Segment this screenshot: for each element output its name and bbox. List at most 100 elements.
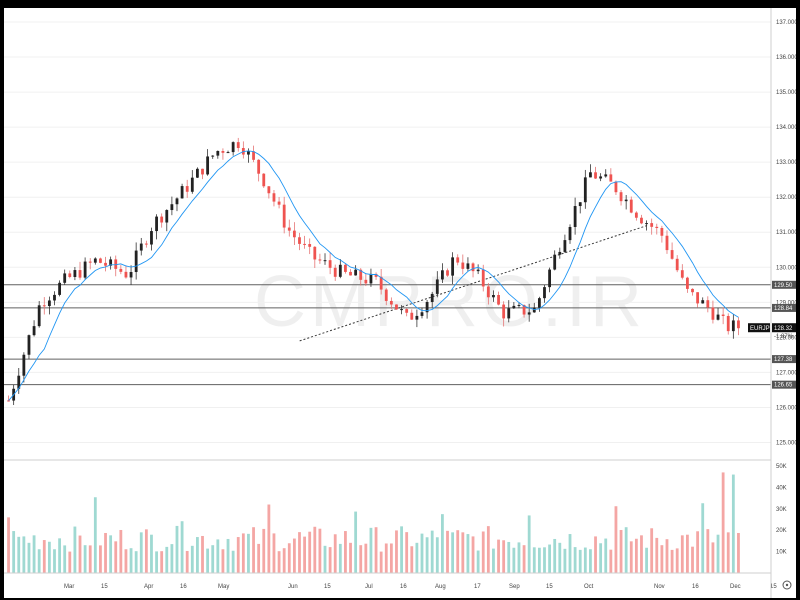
- candle-body[interactable]: [471, 263, 475, 272]
- candle-body[interactable]: [190, 177, 194, 192]
- candle-body[interactable]: [119, 268, 123, 272]
- candle-body[interactable]: [308, 244, 312, 247]
- candle-body[interactable]: [287, 227, 291, 231]
- candle-body[interactable]: [139, 243, 143, 251]
- candle-body[interactable]: [706, 300, 710, 308]
- candle-body[interactable]: [537, 298, 541, 308]
- candle-body[interactable]: [211, 155, 215, 157]
- time-axis[interactable]: Mar 15 Apr 16 May Jun 15 Jul 16 Aug 17 Sep 15 Oct Nov 1…: [64, 584, 777, 590]
- candle-body[interactable]: [236, 142, 240, 149]
- candle-body[interactable]: [27, 335, 31, 355]
- candle-body[interactable]: [609, 174, 613, 182]
- candle-body[interactable]: [338, 264, 342, 277]
- candle-body[interactable]: [507, 308, 511, 319]
- candle-body[interactable]: [201, 168, 204, 175]
- candle-body[interactable]: [369, 273, 373, 284]
- candle-body[interactable]: [634, 212, 638, 218]
- candle-body[interactable]: [93, 258, 97, 263]
- candle-body[interactable]: [522, 304, 526, 315]
- candle-body[interactable]: [481, 269, 485, 287]
- candle-body[interactable]: [670, 250, 674, 259]
- candle-body[interactable]: [619, 192, 623, 202]
- candle-body[interactable]: [701, 300, 705, 304]
- candle-body[interactable]: [333, 267, 337, 277]
- dotted-trendline[interactable]: [299, 224, 649, 342]
- candle-body[interactable]: [318, 259, 322, 261]
- symbol-badge[interactable]: [748, 323, 770, 333]
- candle-body[interactable]: [175, 198, 179, 205]
- candle-body[interactable]: [22, 354, 26, 376]
- candle-body[interactable]: [466, 263, 470, 269]
- candle-body[interactable]: [129, 272, 133, 278]
- candle-body[interactable]: [389, 300, 393, 305]
- candle-body[interactable]: [88, 261, 92, 263]
- candle-body[interactable]: [73, 270, 77, 277]
- candle-body[interactable]: [680, 270, 684, 278]
- candle-body[interactable]: [512, 305, 516, 309]
- candle-body[interactable]: [374, 273, 378, 277]
- candle-body[interactable]: [461, 262, 465, 269]
- candle-body[interactable]: [196, 168, 199, 178]
- candle-body[interactable]: [517, 304, 521, 306]
- candle-body[interactable]: [180, 186, 184, 199]
- candle-body[interactable]: [104, 262, 107, 266]
- candle-body[interactable]: [379, 276, 383, 290]
- candle-body[interactable]: [660, 228, 664, 236]
- candle-body[interactable]: [144, 243, 148, 245]
- trendline[interactable]: [299, 224, 649, 342]
- candle-body[interactable]: [691, 288, 694, 293]
- candle-body[interactable]: [7, 400, 10, 402]
- candle-body[interactable]: [150, 231, 153, 245]
- candle-body[interactable]: [441, 270, 444, 280]
- candle-body[interactable]: [543, 287, 546, 299]
- candle-body[interactable]: [726, 315, 730, 332]
- candle-body[interactable]: [589, 172, 592, 178]
- candle-body[interactable]: [216, 150, 220, 156]
- candle-body[interactable]: [364, 279, 368, 284]
- candle-body[interactable]: [221, 150, 225, 153]
- candle-body[interactable]: [349, 271, 352, 276]
- candle-body[interactable]: [257, 159, 261, 174]
- candle-body[interactable]: [114, 259, 118, 269]
- candle-body[interactable]: [252, 151, 255, 160]
- candle-body[interactable]: [594, 172, 597, 179]
- candle-body[interactable]: [405, 309, 409, 313]
- candle-body[interactable]: [298, 237, 301, 244]
- candle-body[interactable]: [206, 156, 210, 175]
- candle-body[interactable]: [160, 216, 164, 223]
- candle-body[interactable]: [165, 210, 169, 223]
- candle-body[interactable]: [583, 177, 587, 203]
- candle-body[interactable]: [124, 271, 128, 278]
- candle-body[interactable]: [78, 270, 82, 278]
- candle-body[interactable]: [420, 312, 424, 316]
- chart-svg[interactable]: CMPRO.IR 137.000136.000135.000134.000133…: [4, 8, 796, 598]
- candle-body[interactable]: [109, 259, 113, 266]
- candle-body[interactable]: [231, 142, 235, 153]
- candle-body[interactable]: [155, 216, 158, 232]
- candle-body[interactable]: [614, 181, 618, 193]
- candle-body[interactable]: [476, 269, 480, 272]
- candle-body[interactable]: [328, 260, 332, 268]
- candle-body[interactable]: [42, 305, 46, 307]
- candle-body[interactable]: [645, 223, 648, 225]
- candle-body[interactable]: [446, 270, 449, 276]
- candle-body[interactable]: [430, 293, 434, 303]
- candle-body[interactable]: [267, 186, 271, 194]
- candle-body[interactable]: [226, 152, 230, 154]
- candle-body[interactable]: [624, 199, 628, 202]
- candle-body[interactable]: [456, 257, 460, 263]
- price-axis[interactable]: 137.000 136.000 135.000 134.000 133.000 132.0…: [776, 20, 796, 446]
- candle-body[interactable]: [37, 305, 41, 327]
- candle-body[interactable]: [640, 217, 643, 224]
- candle-body[interactable]: [282, 204, 286, 228]
- settings-gear-icon[interactable]: [782, 580, 792, 590]
- candle-body[interactable]: [425, 302, 429, 313]
- candle-body[interactable]: [277, 201, 281, 205]
- candle-body[interactable]: [415, 315, 419, 320]
- candle-body[interactable]: [83, 261, 87, 278]
- candle-body[interactable]: [721, 314, 725, 316]
- horizontal-levels[interactable]: [4, 284, 771, 386]
- candle-body[interactable]: [47, 300, 51, 307]
- candle-body[interactable]: [578, 202, 582, 207]
- candle-body[interactable]: [344, 264, 347, 272]
